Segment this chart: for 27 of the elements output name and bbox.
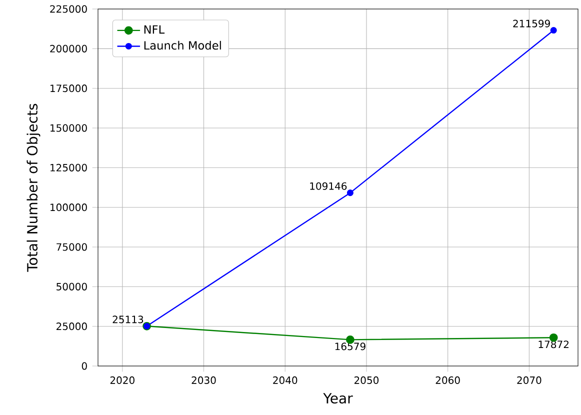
data-label: 25113: [112, 316, 144, 324]
y-tick-label: 175000: [50, 84, 87, 92]
y-tick-label: 100000: [50, 204, 87, 212]
y-tick-label: 50000: [56, 282, 87, 290]
x-tick-label: 2040: [273, 376, 298, 384]
x-axis-title: Year: [323, 393, 353, 404]
legend-label: NFL: [144, 25, 165, 34]
data-label: 211599: [513, 20, 550, 28]
x-tick-label: 2050: [354, 376, 379, 384]
x-tick-label: 2070: [517, 376, 542, 384]
legend-label: Launch Model: [144, 40, 221, 50]
data-label: 17872: [538, 340, 568, 348]
x-tick-label: 2020: [110, 376, 134, 384]
y-tick-label: 0: [82, 362, 87, 370]
x-tick-label: 2060: [436, 376, 460, 384]
y-tick-label: 150000: [50, 124, 87, 132]
y-tick-label: 75000: [56, 243, 87, 251]
data-label: 16579: [335, 342, 366, 350]
y-axis-title: Total Number of Objects: [26, 104, 40, 272]
x-tick-label: 2030: [192, 376, 216, 384]
y-tick-label: 225000: [50, 5, 87, 13]
data-label: 109146: [310, 182, 347, 190]
y-tick-label: 25000: [56, 322, 87, 330]
point: [346, 190, 354, 196]
y-tick-label: 125000: [50, 164, 87, 172]
point: [550, 27, 557, 34]
y-tick-label: 200000: [50, 44, 87, 52]
